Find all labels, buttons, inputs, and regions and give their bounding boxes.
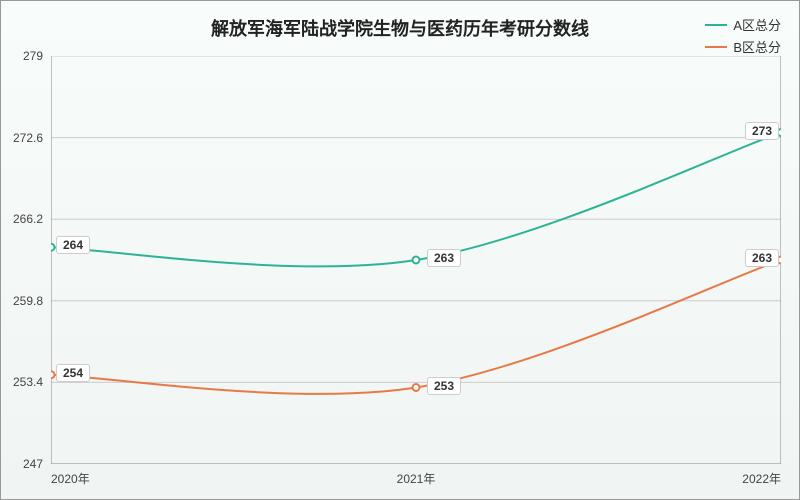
legend-swatch xyxy=(705,24,727,26)
y-tick-label: 247 xyxy=(23,457,43,471)
x-tick-label: 2022年 xyxy=(742,470,781,487)
y-tick-label: 279 xyxy=(23,49,43,63)
legend-item: A区总分 xyxy=(705,15,781,34)
point-label: 264 xyxy=(56,236,90,254)
y-tick-label: 253.4 xyxy=(13,375,43,389)
legend-item: B区总分 xyxy=(705,37,781,56)
chart-title: 解放军海军陆战学院生物与医药历年考研分数线 xyxy=(211,15,589,41)
point-label: 273 xyxy=(745,122,779,140)
y-tick-label: 272.6 xyxy=(13,131,43,145)
legend-swatch xyxy=(705,46,727,48)
point-label: 253 xyxy=(427,377,461,395)
point-label: 254 xyxy=(56,364,90,382)
point-label: 263 xyxy=(745,249,779,267)
x-tick-label: 2021年 xyxy=(397,470,436,487)
y-tick-label: 266.2 xyxy=(13,212,43,226)
legend-label: B区总分 xyxy=(733,37,781,56)
plot-svg xyxy=(51,56,781,464)
point-label: 263 xyxy=(427,249,461,267)
legend-label: A区总分 xyxy=(733,15,781,34)
y-tick-label: 259.8 xyxy=(13,294,43,308)
plot-area: 247253.4259.8266.2272.62792020年2021年2022… xyxy=(51,56,781,464)
x-tick-label: 2020年 xyxy=(51,470,90,487)
legend: A区总分 B区总分 xyxy=(705,15,781,59)
chart-container: 解放军海军陆战学院生物与医药历年考研分数线 A区总分B区总分 247253.42… xyxy=(0,0,800,500)
